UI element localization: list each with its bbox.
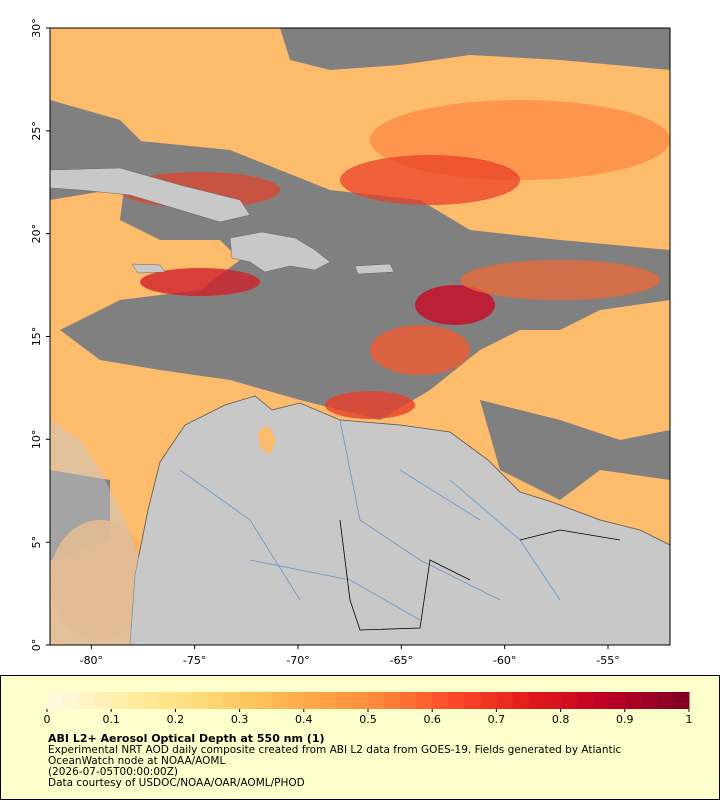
colorbar-tick-label: 0.2	[167, 713, 185, 726]
y-tick-label: 0°	[30, 639, 43, 652]
y-tick-label: 25°	[30, 121, 43, 141]
colorbar-step	[287, 692, 305, 709]
description: OceanWatch node at NOAA/AOML	[48, 755, 225, 767]
aerosol-field	[340, 155, 520, 205]
colorbar-step	[303, 692, 321, 709]
colorbar-step	[47, 692, 64, 709]
colorbar-tick-label: 0.3	[231, 713, 249, 726]
colorbar-tick-label: 0.5	[359, 713, 377, 726]
y-tick-label: 20°	[30, 224, 43, 244]
aerosol-field	[370, 325, 470, 375]
colorbar-step	[255, 692, 273, 709]
colorbar-step	[159, 692, 176, 709]
map	[50, 28, 670, 645]
colorbar-step	[207, 692, 225, 709]
colorbar-tick-label: 0.1	[102, 713, 120, 726]
x-tick-label: -60°	[493, 654, 516, 667]
colorbar-step	[127, 692, 144, 709]
colorbar-step	[223, 692, 241, 709]
colorbar-tick-label: 0	[44, 713, 51, 726]
colorbar-step	[271, 692, 289, 709]
hispaniola	[229, 231, 331, 273]
colorbar-step	[544, 692, 562, 709]
colorbar-step	[448, 692, 465, 709]
y-tick-label: 10°	[30, 430, 43, 450]
y-tick-label: 5°	[30, 536, 43, 549]
colorbar-step	[432, 692, 449, 709]
aerosol-field	[325, 391, 415, 419]
no-data	[480, 400, 670, 500]
colorbar-tick-label: 0.4	[295, 713, 313, 726]
colorbar-step	[496, 692, 513, 709]
colorbar-step	[175, 692, 192, 709]
central-america	[50, 420, 140, 645]
lake-maracaibo	[258, 425, 276, 455]
colorbar-step	[351, 692, 369, 709]
colorbar-step	[656, 692, 674, 709]
title: ABI L2+ Aerosol Optical Depth at 550 nm …	[48, 732, 325, 745]
cuba	[50, 167, 251, 223]
aerosol-field	[415, 285, 495, 325]
colorbar-step	[608, 692, 626, 709]
colorbar-step	[592, 692, 610, 709]
colorbar-step	[560, 692, 578, 709]
colorbar-step	[63, 692, 80, 709]
colorbar-step	[111, 692, 128, 709]
colorbar-step	[528, 692, 546, 709]
colorbar-step	[624, 692, 642, 709]
colorbar-tick-label: 0.8	[552, 713, 570, 726]
puerto-rico	[354, 263, 395, 275]
colorbar-step	[335, 692, 353, 709]
colorbar-step	[512, 692, 529, 709]
colorbar-step	[640, 692, 658, 709]
colorbar-step	[576, 692, 594, 709]
south-america	[129, 395, 670, 645]
description: Data courtesy of USDOC/NOAA/OAR/AOML/PHO…	[48, 777, 305, 789]
x-tick-label: -65°	[390, 654, 413, 667]
borders	[339, 519, 621, 631]
aerosol-field	[140, 268, 260, 296]
colorbar-step	[319, 692, 337, 709]
x-tick-label: -55°	[596, 654, 619, 667]
jamaica	[131, 263, 166, 274]
colorbar-tick-label: 0.9	[616, 713, 634, 726]
colorbar-step	[79, 692, 96, 709]
colorbar-step	[384, 692, 401, 709]
no-data	[280, 28, 670, 70]
colorbar-step	[143, 692, 160, 709]
colorbar-step	[95, 692, 112, 709]
x-tick-label: -75°	[183, 654, 206, 667]
x-tick-label: -70°	[286, 654, 309, 667]
colorbar-step	[400, 692, 417, 709]
colorbar-step	[368, 692, 385, 709]
y-tick-label: 30°	[30, 18, 43, 38]
aerosol-field	[460, 260, 660, 300]
colorbar-step	[416, 692, 433, 709]
colorbar-step	[464, 692, 481, 709]
y-tick-label: 15°	[30, 327, 43, 347]
colorbar-step	[191, 692, 208, 709]
colorbar-tick-label: 0.6	[423, 713, 441, 726]
x-tick-label: -80°	[80, 654, 103, 667]
description: (2026-07-05T00:00:00Z)	[48, 766, 178, 778]
description: Experimental NRT AOD daily composite cre…	[48, 744, 622, 756]
colorbar-step	[672, 692, 690, 709]
colorbar-step	[239, 692, 257, 709]
colorbar-step	[480, 692, 497, 709]
colorbar-tick-label: 1	[686, 713, 693, 726]
colorbar-tick-label: 0.7	[488, 713, 506, 726]
